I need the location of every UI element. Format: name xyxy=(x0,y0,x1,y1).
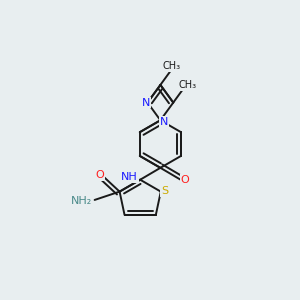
Text: S: S xyxy=(161,186,169,196)
Text: N: N xyxy=(160,117,168,127)
Text: N: N xyxy=(142,98,150,108)
Text: NH₂: NH₂ xyxy=(71,196,92,206)
Text: O: O xyxy=(96,170,104,180)
Text: O: O xyxy=(180,175,189,185)
Text: NH: NH xyxy=(121,172,138,182)
Text: CH₃: CH₃ xyxy=(162,61,180,71)
Text: CH₃: CH₃ xyxy=(178,80,196,90)
